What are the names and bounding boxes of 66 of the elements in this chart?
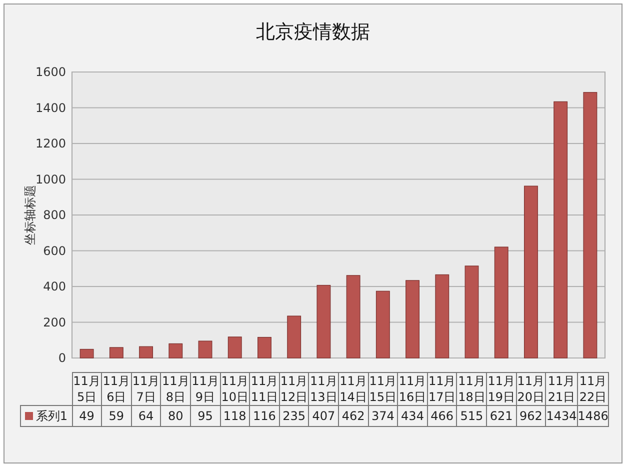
- data-label: 59: [102, 406, 132, 426]
- x-tick-label: 11月17日: [427, 372, 457, 406]
- x-tick-label: 11月5日: [72, 372, 102, 406]
- bar: [464, 266, 479, 358]
- y-axis-title: 坐标轴标题: [23, 185, 37, 245]
- bar: [554, 101, 568, 358]
- x-tick-label: 11月11日: [250, 372, 280, 406]
- bar: [198, 340, 212, 358]
- data-label: 962: [516, 406, 546, 426]
- bar: [228, 336, 242, 358]
- x-tick-label: 11月20日: [516, 372, 546, 406]
- data-label: 118: [220, 406, 250, 426]
- data-label: 1486: [577, 406, 609, 426]
- bar: [139, 346, 153, 358]
- bar: [435, 274, 450, 358]
- data-label: 462: [338, 406, 368, 426]
- x-tick-label: 11月16日: [398, 372, 428, 406]
- x-tick-label: 11月9日: [190, 372, 220, 406]
- x-tick-label: 11月18日: [456, 372, 487, 406]
- x-tick-label: 11月22日: [577, 372, 609, 406]
- bar: [376, 290, 390, 358]
- x-tick-label: 11月21日: [546, 372, 578, 406]
- data-label: 95: [190, 406, 220, 426]
- bar: [287, 316, 302, 358]
- data-label: 374: [368, 406, 398, 426]
- data-label: 80: [160, 406, 190, 426]
- bar: [494, 246, 508, 358]
- y-tick-label: 1400: [35, 100, 66, 115]
- data-label: 1434: [546, 406, 578, 426]
- bar: [346, 275, 360, 358]
- x-tick-label: 11月10日: [220, 372, 250, 406]
- bar: [109, 347, 124, 358]
- data-label: 434: [398, 406, 428, 426]
- data-label: 407: [308, 406, 338, 426]
- bar: [583, 92, 598, 358]
- legend-label: 系列1: [20, 406, 72, 426]
- y-tick-label: 200: [43, 315, 66, 330]
- y-tick-label: 1000: [35, 172, 66, 186]
- y-tick-label: 1200: [35, 136, 66, 150]
- x-tick-label: 11月19日: [486, 372, 516, 406]
- data-label: 515: [456, 406, 487, 426]
- data-label: 466: [427, 406, 457, 426]
- x-tick-label: 11月8日: [160, 372, 190, 406]
- x-tick-label: 11月6日: [102, 372, 132, 406]
- x-tick-label: 11月14日: [338, 372, 368, 406]
- bar: [258, 336, 272, 358]
- bar: [168, 343, 183, 358]
- y-tick-label: 800: [43, 208, 66, 222]
- x-tick-label: 11月7日: [131, 372, 161, 406]
- chart-title: 北京疫情数据: [256, 21, 370, 43]
- data-label: 621: [486, 406, 516, 426]
- x-tick-label: 11月12日: [279, 372, 309, 406]
- y-tick-label: 1600: [35, 65, 66, 79]
- data-label: 64: [131, 406, 161, 426]
- bar: [80, 348, 94, 358]
- x-tick-label: 11月13日: [308, 372, 338, 406]
- bar: [406, 280, 420, 358]
- bar: [316, 284, 331, 358]
- y-tick-label: 600: [43, 244, 66, 258]
- x-tick-label: 11月15日: [368, 372, 398, 406]
- bar: [524, 186, 538, 358]
- data-label: 235: [279, 406, 309, 426]
- y-tick-label: 400: [43, 280, 66, 294]
- y-tick-label: 0: [58, 351, 66, 365]
- data-label: 116: [250, 406, 280, 426]
- data-label: 49: [72, 406, 102, 426]
